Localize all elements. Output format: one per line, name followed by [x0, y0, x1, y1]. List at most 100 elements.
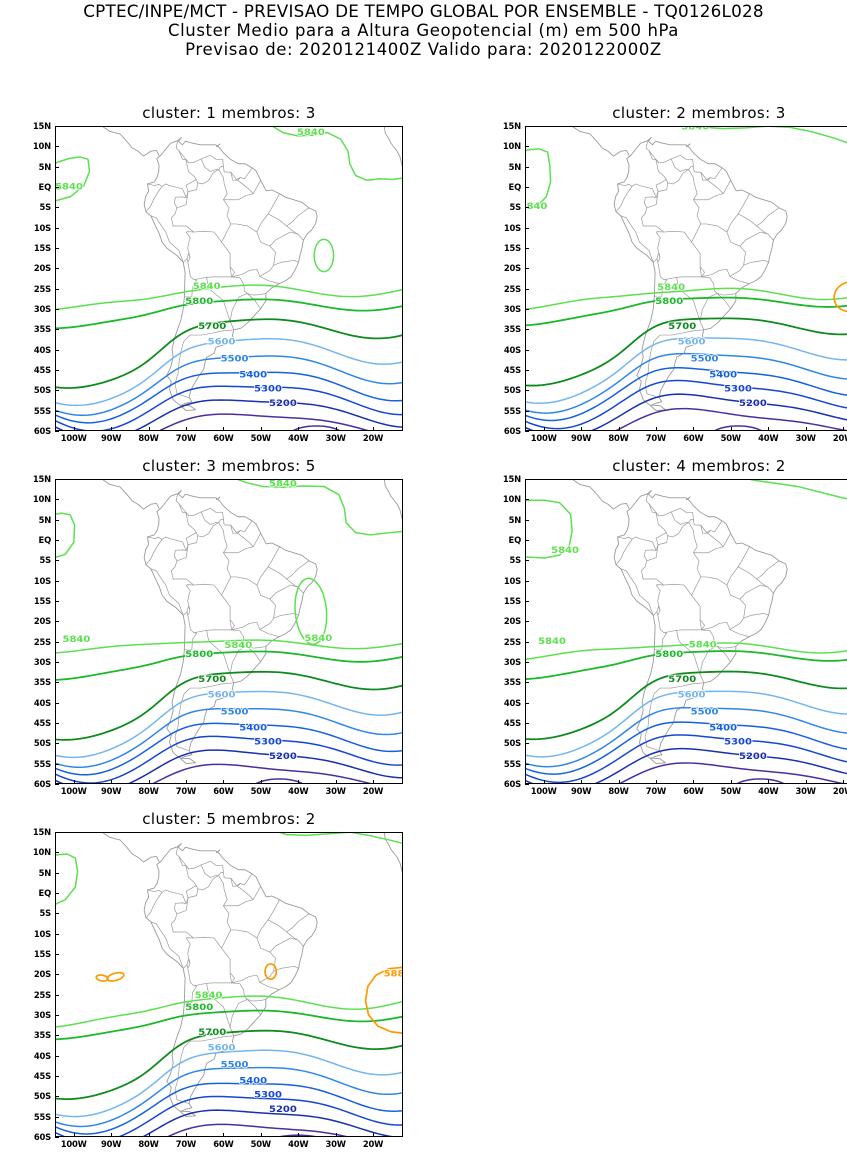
y-axis-tick-mark — [55, 954, 59, 955]
x-axis-tick-mark — [335, 1133, 337, 1137]
contour-5200 — [56, 750, 402, 783]
contour-5700 — [56, 672, 402, 740]
x-axis-tick-label: 80W — [608, 433, 629, 443]
x-axis-tick-label: 60W — [213, 433, 234, 443]
coastline-other — [384, 833, 401, 845]
y-axis-tick-mark — [525, 723, 529, 724]
contour-label-5840: 5840 — [689, 640, 717, 650]
contour-5600 — [526, 691, 847, 757]
country-border — [230, 621, 234, 630]
x-axis-tick-label: 50W — [250, 1139, 271, 1149]
x-axis-tick-label: 20W — [832, 433, 847, 443]
contour-5840 — [526, 149, 551, 207]
x-axis-tick-label: 40W — [288, 433, 309, 443]
x-axis-tick-mark — [335, 780, 337, 784]
country-border — [664, 277, 702, 280]
country-border — [247, 646, 260, 661]
y-axis-tick-mark — [55, 560, 59, 562]
x-axis-tick-mark — [805, 427, 807, 431]
x-axis-tick-mark — [185, 427, 187, 431]
panel-grid: cluster: 1 membros: 3 5800 5700 5600 5500 540… — [0, 98, 847, 1157]
contour-5100 — [732, 779, 788, 783]
contour-5880 — [366, 967, 402, 1033]
contour-5200 — [526, 394, 847, 430]
contour-5840 — [738, 480, 847, 503]
y-axis-tick-label: 40S — [33, 697, 51, 708]
country-border — [702, 269, 750, 284]
x-axis-tick-label: 70W — [645, 433, 667, 443]
contour-5840 — [270, 127, 402, 180]
y-axis-tick-label: 30S — [33, 304, 51, 314]
country-border — [223, 180, 260, 199]
contour-label-5800: 5800 — [655, 297, 683, 307]
contour-label-5200: 5200 — [739, 398, 767, 408]
contour-5500 — [526, 354, 847, 413]
contour-label-5700: 5700 — [198, 675, 226, 685]
y-axis-tick-label: 55S — [33, 758, 51, 769]
y-axis-tick-label: 20S — [503, 616, 521, 627]
y-axis-tick-label: 60S — [33, 1132, 51, 1142]
coastline-other — [216, 497, 220, 500]
contour-5500 — [56, 709, 402, 768]
country-border — [643, 226, 717, 330]
y-axis-tick-label: 35S — [33, 677, 51, 688]
y-axis-tick-label: 30S — [503, 304, 521, 314]
contour-5500 — [56, 356, 402, 415]
y-axis-tick-mark — [525, 329, 529, 331]
contour-5840 — [56, 996, 402, 1027]
country-border — [148, 184, 187, 198]
y-axis-tick-label: 10N — [502, 494, 521, 505]
country-border — [198, 167, 252, 184]
y-axis-tick-mark — [525, 207, 529, 209]
y-axis-tick-mark — [525, 227, 529, 229]
country-border — [717, 646, 730, 661]
country-border — [230, 974, 234, 983]
x-axis-tick-label: 80W — [608, 786, 629, 796]
contour-5840 — [526, 643, 847, 660]
y-axis-tick-label: 10S — [33, 575, 51, 586]
coastline-other — [216, 144, 220, 147]
y-axis-tick-label: 10N — [32, 494, 51, 505]
coastline-other — [686, 144, 690, 147]
x-axis-tick-label: 20W — [362, 433, 384, 443]
y-axis-tick-label: 25S — [33, 989, 51, 1000]
contour-5200 — [526, 749, 847, 783]
country-border — [653, 612, 657, 616]
y-axis-tick-mark — [55, 994, 59, 996]
y-axis-tick-label: 15N — [32, 827, 51, 837]
x-axis-tick-label: 50W — [250, 433, 271, 443]
contour-label-5840: 5840 — [526, 201, 548, 211]
contour-5500 — [56, 1068, 402, 1127]
x-axis-tick-mark — [223, 780, 225, 784]
y-axis-tick-mark — [525, 410, 529, 412]
x-axis-tick-label: 30W — [325, 433, 346, 443]
y-axis-tick-label: 60S — [503, 779, 521, 789]
contour-5100 — [526, 409, 847, 430]
y-axis-tick-mark — [55, 913, 59, 915]
contour-label-5500: 5500 — [691, 707, 719, 717]
contour-label-5300: 5300 — [724, 737, 752, 747]
coastline-other — [384, 127, 401, 139]
map-plot-area-3: 5800 5700 5600 5500 5400 5300 5200 5840 5840 5840… — [33, 474, 403, 796]
y-axis-tick-label: 10S — [33, 222, 51, 233]
coastline-other — [526, 480, 629, 509]
contour-5800 — [56, 299, 402, 328]
y-axis-tick-mark — [525, 248, 529, 249]
y-axis-tick-label: 15S — [33, 243, 51, 253]
country-border — [146, 186, 162, 211]
contour-5100 — [710, 426, 766, 430]
y-axis-tick-label: 20S — [33, 616, 51, 627]
country-border — [664, 630, 702, 633]
country-border — [174, 898, 188, 914]
country-border — [649, 503, 659, 516]
country-border — [198, 873, 252, 890]
contour-label-5840: 5840 — [297, 128, 325, 138]
country-border — [649, 150, 659, 163]
country-border — [146, 892, 162, 917]
country-border — [693, 533, 730, 552]
y-axis-tick-label: 55S — [33, 405, 51, 416]
country-border — [641, 180, 667, 226]
y-axis-tick-mark — [525, 288, 529, 290]
y-axis-tick-mark — [55, 370, 59, 371]
y-axis-tick-mark — [55, 227, 59, 229]
